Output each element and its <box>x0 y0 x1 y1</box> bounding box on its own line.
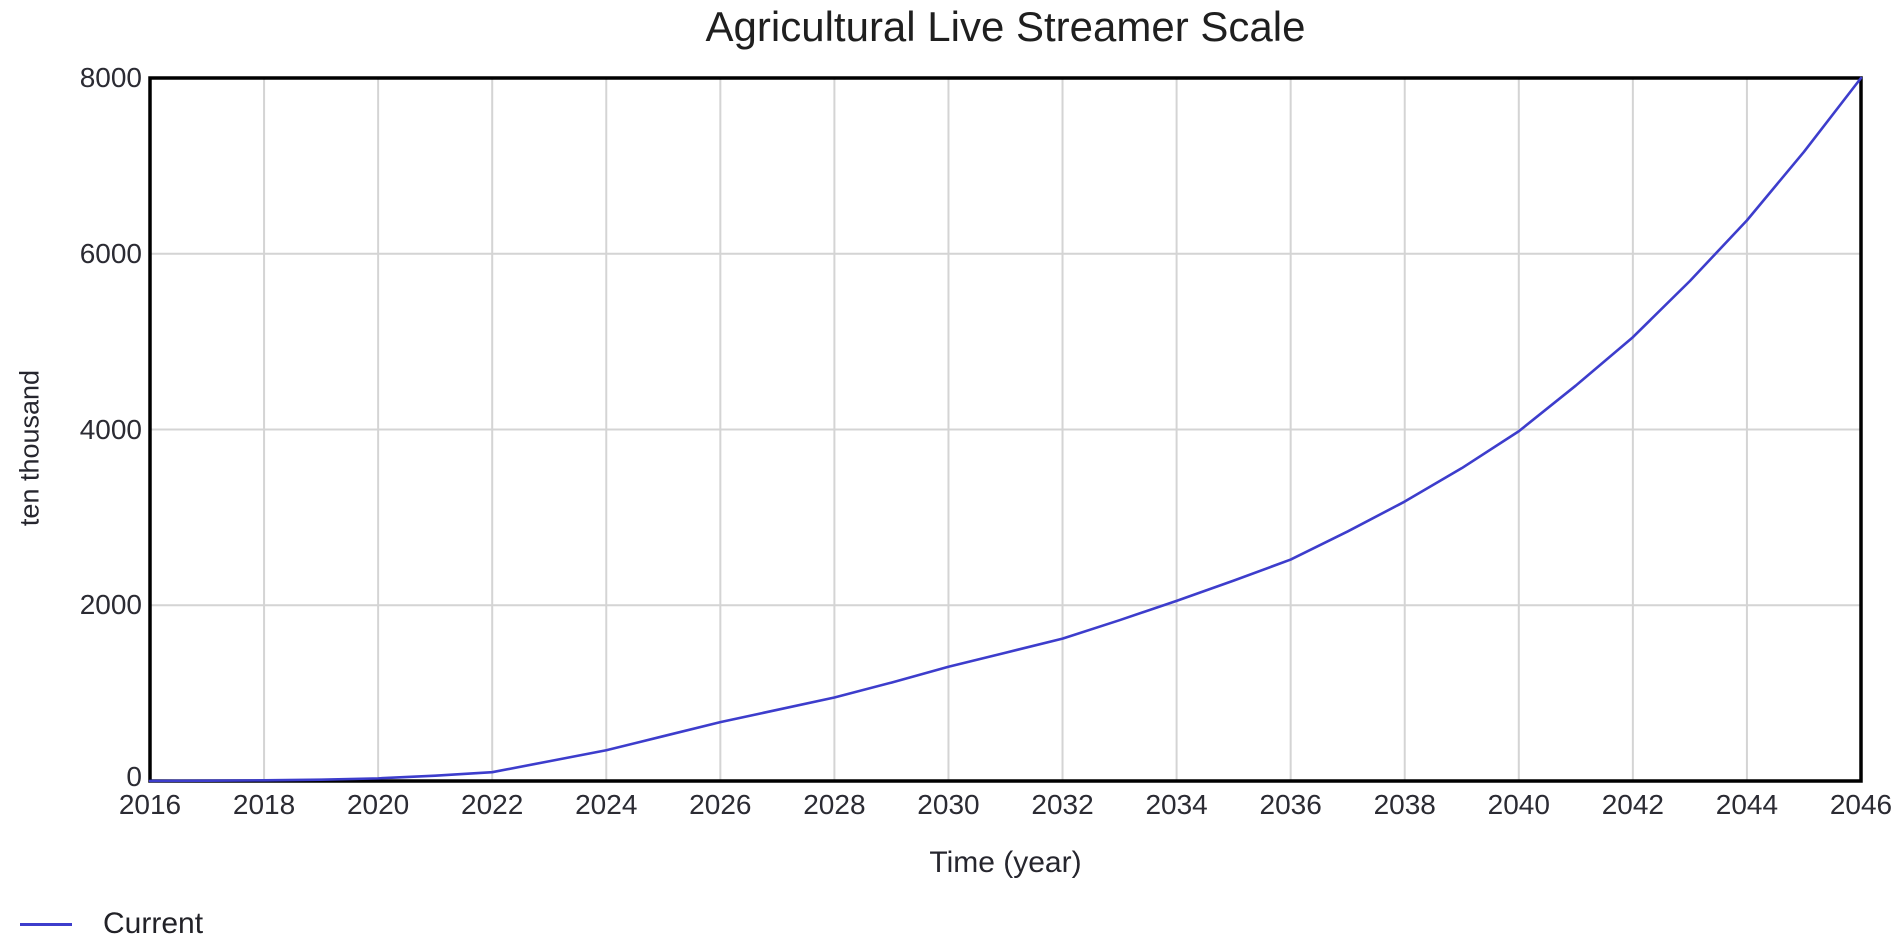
x-tick-label: 2042 <box>1601 789 1664 820</box>
x-tick-label: 2044 <box>1715 789 1779 820</box>
x-tick-label: 2034 <box>1145 789 1208 820</box>
x-tick-label: 2038 <box>1373 789 1436 820</box>
legend: Current <box>20 903 203 945</box>
legend-line-swatch <box>20 922 72 926</box>
x-tick-label: 2024 <box>575 789 638 820</box>
x-tick-label: 2022 <box>461 789 524 820</box>
y-tick-label: 4000 <box>79 413 142 445</box>
x-tick-label: 2030 <box>917 789 980 820</box>
chart-title: Agricultural Live Streamer Scale <box>705 3 1306 50</box>
legend-label: Current <box>103 907 204 940</box>
x-tick-label: 2028 <box>803 789 866 820</box>
x-tick-label: 2018 <box>232 789 296 820</box>
x-tick-label: 2032 <box>1031 789 1094 820</box>
x-tick-label: 2036 <box>1259 789 1322 820</box>
plot-frame <box>148 76 1863 783</box>
x-tick-label: 2016 <box>118 789 182 820</box>
x-axis-title: Time (year) <box>929 846 1082 879</box>
series-line-current <box>148 76 1863 783</box>
y-tick-label: 6000 <box>79 237 142 269</box>
x-tick-label: 2040 <box>1487 789 1550 820</box>
y-tick-label: 0 <box>126 761 142 792</box>
y-tick-label: 8000 <box>79 62 142 93</box>
x-tick-label: 2020 <box>346 789 410 820</box>
y-tick-label: 2000 <box>79 589 142 621</box>
x-tick-label: 2026 <box>689 789 752 820</box>
x-tick-label: 2046 <box>1829 789 1893 820</box>
